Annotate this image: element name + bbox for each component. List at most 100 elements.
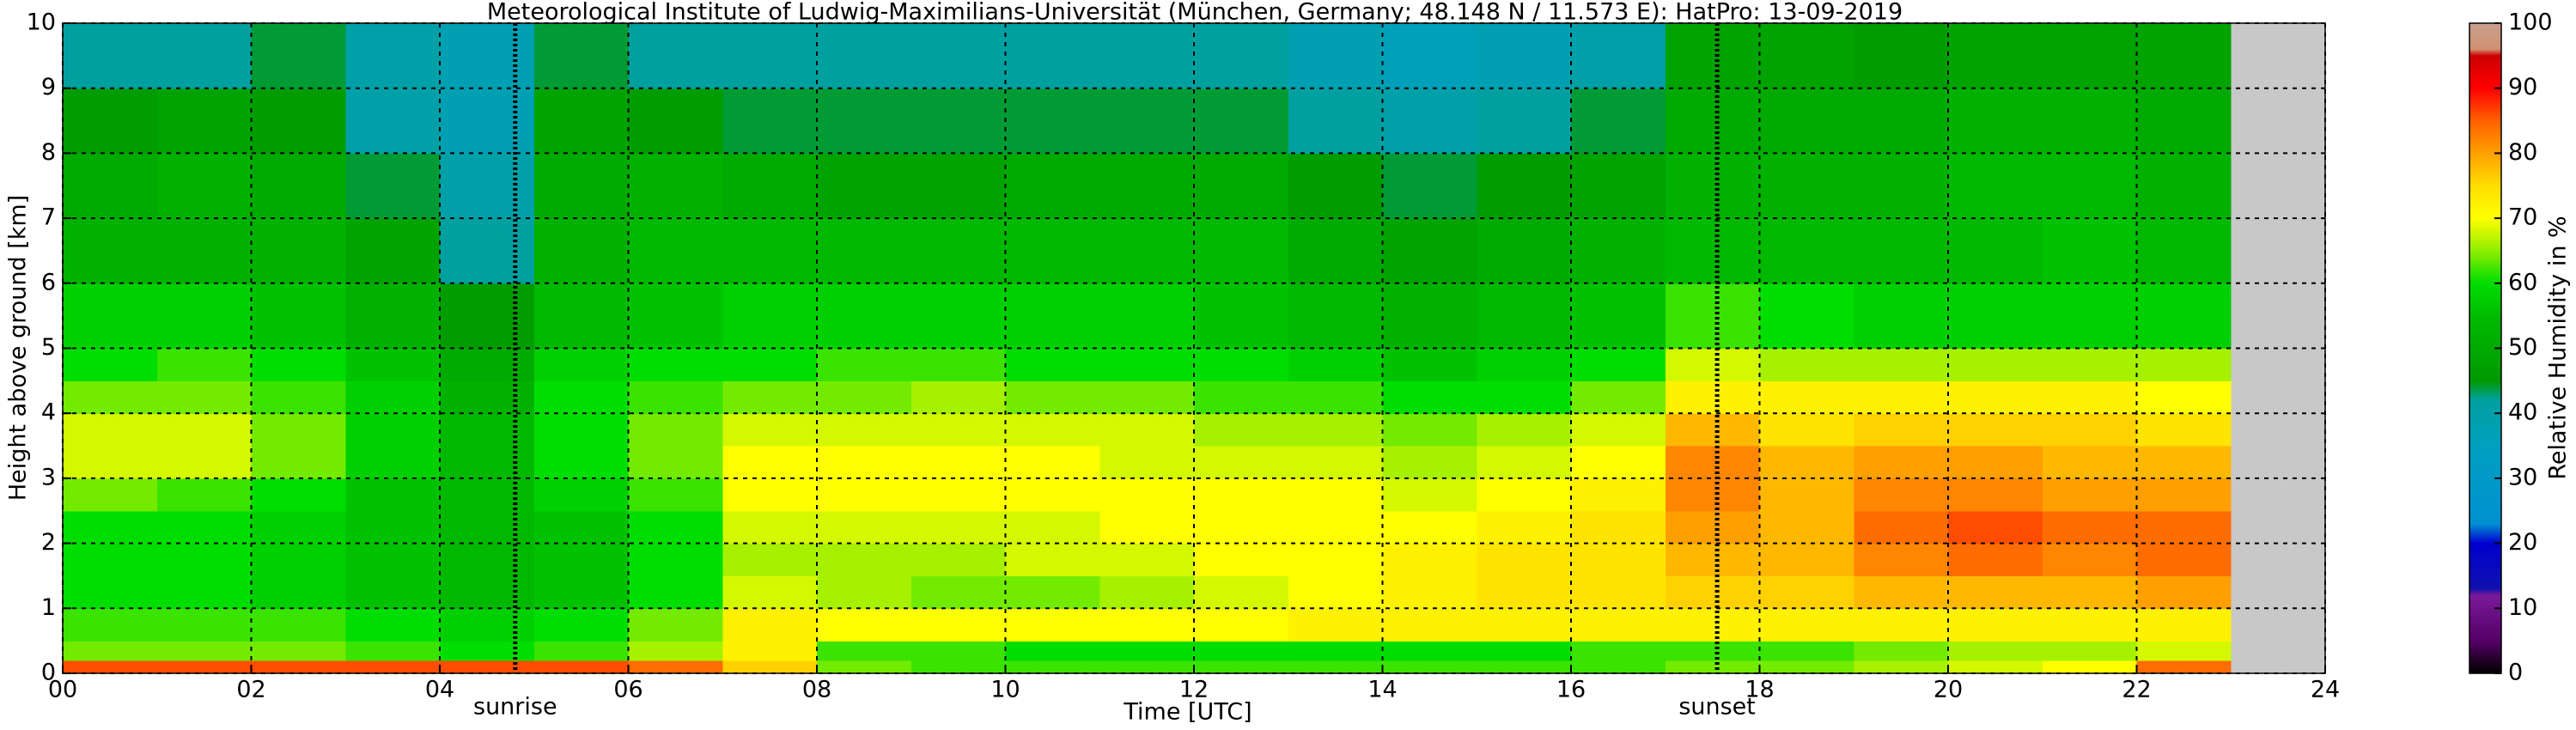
x-tick-label: 10 [990, 677, 1020, 703]
heatmap-cell [2042, 608, 2138, 642]
heatmap-cell [251, 153, 346, 219]
x-tick-label: 06 [613, 677, 642, 703]
heatmap-cell [817, 88, 912, 154]
heatmap-cell [156, 575, 253, 609]
colorbar-tick-label: 40 [2508, 399, 2537, 426]
heatmap-cell [1382, 348, 1477, 381]
heatmap-cell [1005, 413, 1100, 447]
heatmap-cell [1571, 446, 1666, 479]
heatmap-cell [345, 153, 441, 219]
heatmap-cell [156, 348, 253, 381]
heatmap-cell [533, 23, 630, 89]
heatmap-cell [345, 380, 441, 414]
heatmap-cell [722, 380, 818, 414]
heatmap-cell [910, 153, 1007, 219]
heatmap-cell [1477, 641, 1572, 661]
x-tick-label: 16 [1556, 677, 1586, 703]
heatmap-cell [1948, 348, 2043, 381]
heatmap-cell [156, 218, 253, 284]
heatmap-cell [722, 218, 818, 284]
heatmap-cell [156, 413, 253, 447]
heatmap-cell [1288, 348, 1384, 381]
colorbar-tick-label: 20 [2508, 529, 2537, 556]
heatmap-cell [817, 413, 912, 447]
heatmap-cell [251, 283, 346, 350]
heatmap-cell [1854, 543, 1949, 577]
heatmap-cell [63, 283, 158, 350]
heatmap-cell [1005, 218, 1100, 284]
heatmap-cell [722, 446, 818, 479]
heatmap-cell [1005, 660, 1100, 674]
heatmap-cell [1571, 478, 1666, 512]
heatmap-cell [1099, 88, 1195, 154]
heatmap-cell [1759, 608, 1854, 642]
heatmap-cell [628, 510, 723, 544]
heatmap-cell [910, 283, 1007, 350]
heatmap-cell [1571, 218, 1666, 284]
heatmap-cell [1194, 510, 1289, 544]
heatmap-cell [533, 413, 630, 447]
heatmap-cell [1194, 446, 1289, 479]
heatmap-cell [1477, 510, 1572, 544]
heatmap-cell [440, 575, 535, 609]
heatmap-cell [817, 510, 912, 544]
heatmap-cell [817, 446, 912, 479]
x-tick-label: 14 [1367, 677, 1397, 703]
heatmap-cell [1288, 413, 1384, 447]
heatmap-cell [1099, 608, 1195, 642]
colorbar-tick-label: 90 [2508, 74, 2537, 100]
missing-cell [2231, 88, 2326, 154]
heatmap-cell [2042, 413, 2138, 447]
heatmap-cell [1665, 641, 1761, 661]
heatmap-cell [1288, 641, 1384, 661]
heatmap-cell [1099, 543, 1195, 577]
heatmap-cell [1665, 413, 1761, 447]
missing-cell [2231, 543, 2326, 577]
heatmap-cell [1571, 660, 1666, 674]
heatmap-cell [1854, 348, 1949, 381]
heatmap-cell [628, 380, 723, 414]
heatmap-cell [1477, 575, 1572, 609]
colorbar-tick-label: 70 [2508, 204, 2537, 231]
heatmap-cell [910, 575, 1007, 609]
heatmap-cell [533, 218, 630, 284]
heatmap-cell [2042, 543, 2138, 577]
heatmap-cell [817, 641, 912, 661]
heatmap-cell [1005, 510, 1100, 544]
heatmap-cell [1665, 575, 1761, 609]
heatmap-cell [1759, 23, 1854, 89]
heatmap-cell [2042, 348, 2138, 381]
heatmap-cell [722, 413, 818, 447]
heatmap-cell [1194, 413, 1289, 447]
heatmap-cell [1571, 88, 1666, 154]
heatmap-cell [1759, 510, 1854, 544]
heatmap-cell [722, 510, 818, 544]
heatmap-cell [1005, 641, 1100, 661]
heatmap-cell [1099, 575, 1195, 609]
missing-cell [2231, 153, 2326, 219]
heatmap-cell [1382, 608, 1477, 642]
heatmap-cell [345, 543, 441, 577]
heatmap-cell [251, 380, 346, 414]
heatmap-cell [1854, 153, 1949, 219]
heatmap-cell [1099, 446, 1195, 479]
heatmap-cell [156, 641, 253, 661]
heatmap-cell [2136, 283, 2232, 350]
heatmap-cell [1477, 283, 1572, 350]
heatmap-cell [1759, 575, 1854, 609]
heatmap-cell [345, 641, 441, 661]
heatmap-cell [628, 348, 723, 381]
heatmap-cell [156, 660, 253, 674]
heatmap-cell [1194, 153, 1289, 219]
heatmap-cell [817, 153, 912, 219]
heatmap-cell [1005, 478, 1100, 512]
heatmap-cell [1948, 543, 2043, 577]
x-tick-label: 08 [802, 677, 831, 703]
heatmap-cell [1194, 543, 1289, 577]
heatmap-cell [1194, 608, 1289, 642]
heatmap-cell [1477, 348, 1572, 381]
heatmap-cell [1948, 88, 2043, 154]
heatmap-cell [1005, 348, 1100, 381]
heatmap-cell [1571, 283, 1666, 350]
